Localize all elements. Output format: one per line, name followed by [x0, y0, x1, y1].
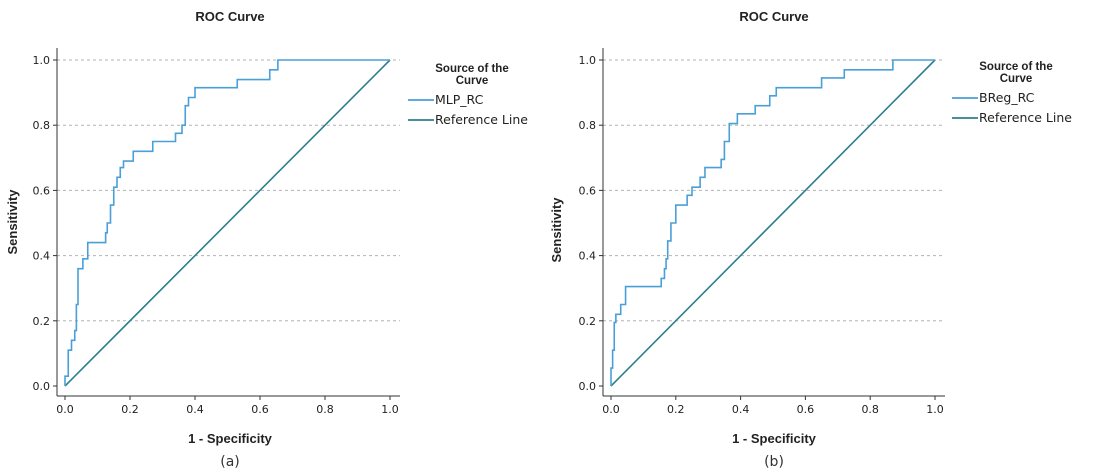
roc-curve-line — [610, 59, 935, 386]
y-axis-title: Sensitivity — [549, 197, 564, 263]
y-axis-title: Sensitivity — [5, 189, 20, 255]
y-tick-label: 1.0 — [33, 54, 51, 67]
axes — [56, 48, 400, 397]
y-tick-label: 0.0 — [579, 380, 597, 393]
legend-title: Curve — [1000, 73, 1033, 85]
roc-curve-line — [64, 59, 390, 386]
y-tick-label: 0.8 — [579, 119, 597, 132]
legend-label: Reference Line — [979, 110, 1072, 125]
chart-title: ROC Curve — [195, 9, 264, 24]
y-tick-labels: 0.0 0.2 0.4 0.6 0.8 1.0 — [579, 54, 603, 393]
y-tick-label: 0.2 — [33, 315, 51, 328]
y-tick-label: 0.4 — [579, 250, 597, 263]
series-group — [610, 59, 936, 387]
y-tick-label: 0.6 — [33, 184, 51, 197]
x-tick-label: 0.6 — [797, 403, 815, 416]
x-tick-label: 0.2 — [667, 403, 685, 416]
x-axis-title: 1 - Specificity — [188, 431, 273, 446]
x-tick-labels: 0.0 0.2 0.4 0.6 0.8 1.0 — [56, 396, 399, 416]
y-tick-label: 0.2 — [579, 315, 597, 328]
x-tick-label: 1.0 — [381, 403, 399, 416]
legend-title: Source of the — [979, 61, 1052, 73]
y-tick-label: 0.6 — [579, 184, 597, 197]
legend-title: Source of the — [435, 63, 508, 75]
axes — [602, 48, 945, 397]
chart-title: ROC Curve — [739, 9, 808, 24]
x-tick-label: 0.4 — [732, 403, 750, 416]
x-axis-title: 1 - Specificity — [732, 431, 817, 446]
legend-label: Reference Line — [435, 112, 528, 127]
legend-label: BReg_RC — [979, 90, 1035, 105]
x-tick-label: 0.0 — [602, 403, 620, 416]
y-tick-label: 0.4 — [33, 250, 51, 263]
x-tick-label: 0.2 — [121, 403, 139, 416]
y-tick-labels: 0.0 0.2 0.4 0.6 0.8 1.0 — [33, 54, 57, 393]
roc-chart-a: ROC Curve 0.00.20.40.60.81.0 0.0 0.2 0.4 0.… — [5, 9, 528, 470]
legend-label: MLP_RC — [435, 92, 484, 107]
legend-title: Curve — [456, 75, 489, 87]
panel-caption: (a) — [220, 454, 240, 470]
x-tick-label: 1.0 — [926, 403, 944, 416]
y-tick-label: 0.0 — [33, 380, 51, 393]
x-tick-label: 0.0 — [56, 403, 74, 416]
grid-lines — [603, 59, 945, 322]
reference-line — [610, 59, 936, 387]
reference-line — [64, 59, 391, 387]
x-tick-label: 0.8 — [316, 403, 334, 416]
panel-caption: (b) — [764, 454, 784, 470]
x-tick-label: 0.4 — [186, 403, 204, 416]
y-tick-label: 0.8 — [33, 119, 51, 132]
x-tick-labels: 0.0 0.2 0.4 0.6 0.8 1.0 — [602, 396, 944, 416]
y-tick-label: 1.0 — [579, 54, 597, 67]
series-group — [64, 59, 391, 387]
x-tick-label: 0.6 — [251, 403, 269, 416]
roc-chart-b: ROC Curve 0.00.20.40.60.81.0 0.0 0.2 0.4 0.… — [549, 9, 1072, 470]
x-tick-label: 0.8 — [861, 403, 879, 416]
